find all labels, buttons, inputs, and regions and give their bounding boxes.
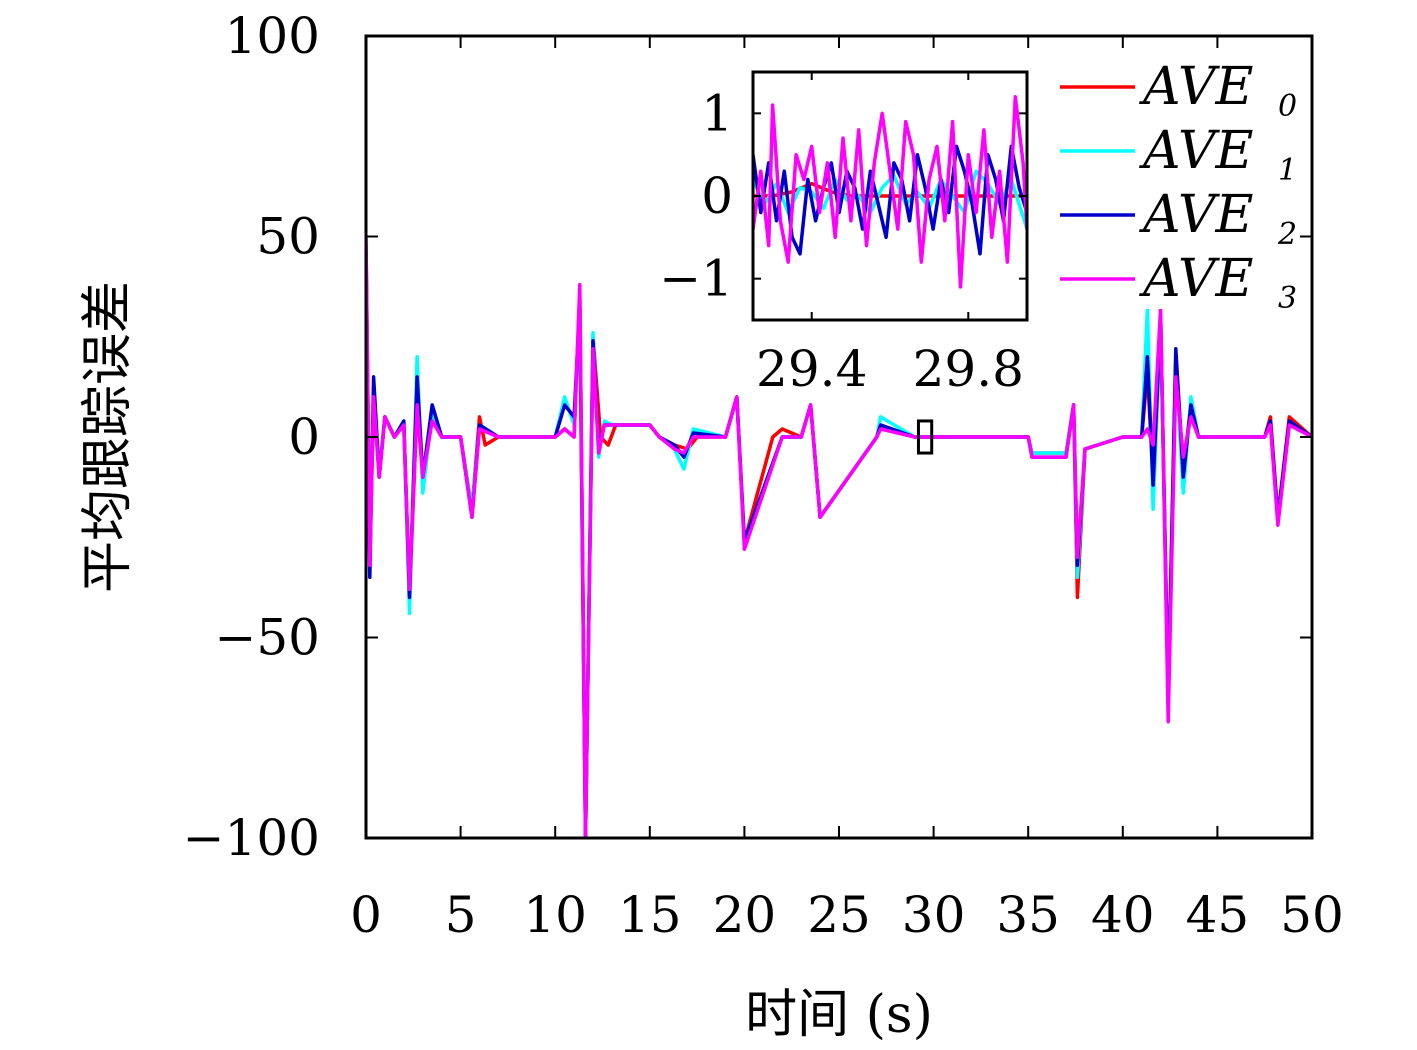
- x-tick-label: 0: [350, 886, 382, 944]
- legend: AVE 0 AVE 1 AVE 2 AVE 3: [1050, 55, 1297, 316]
- zoom-region-box: [916, 419, 934, 455]
- x-tick-label: 35: [996, 886, 1060, 944]
- inset-y-tick-label: −1: [659, 250, 733, 308]
- legend-subscript-ave2: 2: [1277, 217, 1297, 252]
- x-tick-label: 10: [523, 886, 587, 944]
- legend-subscript-ave0: 0: [1278, 89, 1297, 124]
- x-tick-label: 15: [618, 886, 682, 944]
- legend-subscript-ave1: 1: [1278, 153, 1297, 188]
- x-tick-label: 20: [713, 886, 777, 944]
- x-tick-label: 5: [445, 886, 477, 944]
- inset-y-tick-label: 0: [701, 167, 733, 225]
- inset-y-tick-label: 1: [701, 84, 733, 142]
- legend-label-ave1: AVE: [1139, 121, 1254, 181]
- inset-series-line-ave2: [753, 144, 1027, 256]
- x-axis-title: 时间 (s): [745, 985, 933, 1045]
- main-plot-lines: [366, 236, 1312, 838]
- y-tick-label: 100: [225, 7, 320, 65]
- x-tick-label: 50: [1280, 886, 1344, 944]
- y-axis-title: 平均跟踪误差: [78, 281, 138, 593]
- inset-series-line-ave3: [753, 95, 1027, 289]
- legend-label-ave2: AVE: [1139, 185, 1254, 245]
- inset-x-tick-label: 29.8: [913, 340, 1024, 398]
- x-tick-label: 45: [1186, 886, 1250, 944]
- y-tick-label: −100: [183, 809, 320, 867]
- y-tick-label: −50: [214, 609, 320, 667]
- x-tick-label: 40: [1091, 886, 1155, 944]
- y-tick-label: 50: [256, 208, 320, 266]
- inset-axis-ticks: 29.4 29.8 1 0 −1: [659, 72, 1027, 398]
- x-tick-label: 30: [902, 886, 966, 944]
- series-line-ave3: [366, 236, 1312, 838]
- legend-subscript-ave3: 3: [1278, 281, 1297, 316]
- y-tick-label: 0: [288, 408, 320, 466]
- legend-label-ave0: AVE: [1139, 57, 1254, 117]
- legend-label-ave3: AVE: [1139, 249, 1254, 309]
- x-tick-label: 25: [807, 886, 871, 944]
- inset-plot-lines: [753, 95, 1027, 289]
- inset-x-tick-label: 29.4: [756, 340, 867, 398]
